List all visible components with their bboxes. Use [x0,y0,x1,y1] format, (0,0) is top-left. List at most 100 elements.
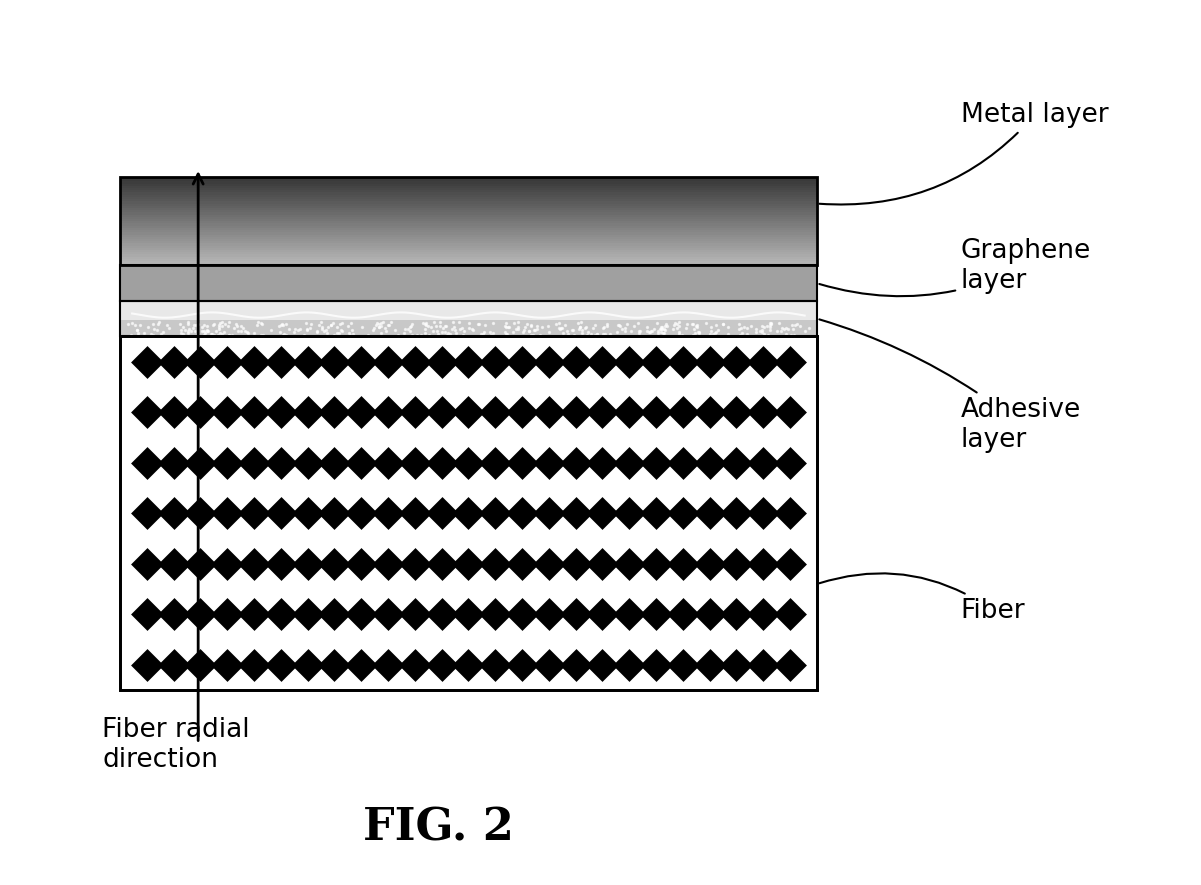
Point [417,316,436,330]
Point [331,323,351,337]
Point [753,325,772,339]
Point [474,326,494,340]
Point [228,324,247,338]
Point [297,316,316,330]
Point [573,326,592,340]
Point [217,557,237,571]
Point [673,658,692,672]
Point [137,456,156,470]
Point [621,324,640,338]
Point [324,327,343,342]
Point [175,323,195,337]
Point [453,321,472,335]
Point [123,316,142,330]
Point [402,328,422,342]
Point [191,506,210,520]
Point [247,318,267,332]
Point [432,326,452,340]
Point [727,607,746,621]
Point [171,317,190,331]
Point [578,326,597,340]
Point [245,557,264,571]
Point [700,327,719,341]
Point [208,328,227,342]
Point [222,328,241,342]
Point [271,607,291,621]
Point [649,324,668,338]
Bar [120,254,817,257]
Point [665,316,685,330]
Point [189,317,208,331]
Point [539,658,558,672]
Point [203,327,222,341]
Point [459,658,478,672]
Point [564,327,584,342]
Point [639,325,658,339]
Point [147,323,166,337]
Point [521,318,540,332]
Point [245,355,264,369]
Point [507,322,526,336]
Point [476,319,495,333]
Point [232,324,251,338]
Point [432,355,452,369]
Point [239,326,258,340]
Point [197,323,216,337]
Point [274,327,293,342]
Point [749,324,769,338]
Text: Adhesive
layer: Adhesive layer [819,319,1081,453]
Point [754,319,773,334]
Point [276,328,295,342]
Point [217,405,237,419]
Point [771,324,790,338]
Point [758,327,777,342]
Point [713,317,733,331]
Point [673,506,692,520]
Point [646,607,665,621]
Point [664,318,683,332]
Point [539,325,558,339]
Point [137,658,156,672]
Point [700,607,719,621]
Point [459,405,478,419]
Point [204,317,223,331]
Point [443,315,462,329]
Point [646,405,665,419]
Point [568,316,587,330]
Text: Metal layer: Metal layer [819,102,1109,204]
Point [747,325,766,339]
Point [555,318,574,332]
Point [631,324,650,338]
Point [358,327,377,342]
Point [638,324,657,338]
Point [727,557,746,571]
Point [620,658,639,672]
Point [593,607,613,621]
Point [610,319,629,333]
Point [513,405,532,419]
Point [733,327,752,341]
Point [191,456,210,470]
Point [432,557,452,571]
Point [333,316,352,330]
Bar [120,242,817,245]
Point [667,317,686,331]
Point [608,325,627,339]
Point [321,318,340,332]
Point [215,317,234,331]
Point [432,405,452,419]
Point [195,318,214,332]
Point [576,320,596,335]
Point [530,328,549,342]
Point [753,557,772,571]
Bar [120,336,817,690]
Point [727,506,746,520]
Point [178,324,197,338]
Point [620,405,639,419]
Point [727,456,746,470]
Point [139,319,159,334]
Point [539,355,558,369]
Point [566,506,585,520]
Point [324,658,343,672]
Point [198,324,217,338]
